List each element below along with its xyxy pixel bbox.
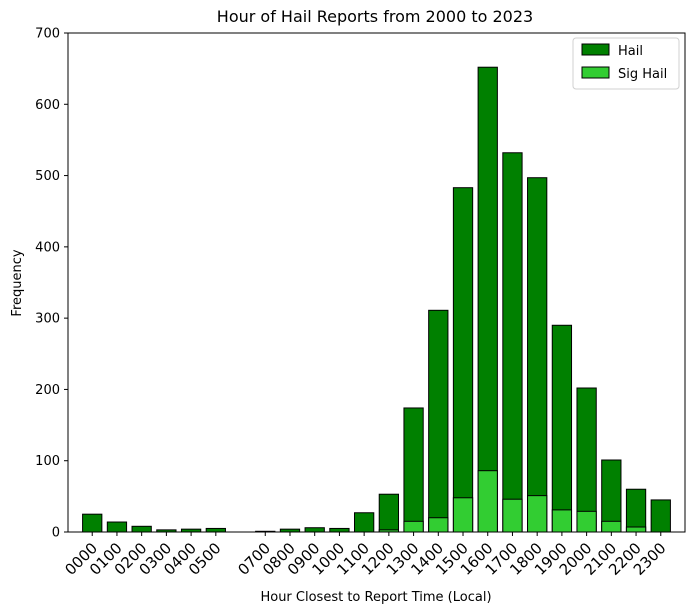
- sig-hail-bar-2100: [601, 520, 622, 533]
- y-tick-label: 300: [35, 312, 60, 327]
- y-tick-label: 500: [35, 169, 60, 184]
- hail-bar-0100: [106, 521, 128, 533]
- y-tick-label: 100: [35, 454, 60, 469]
- hail-bar-2000: [576, 387, 597, 533]
- sig-hail-bar-1200: [378, 529, 400, 533]
- y-axis: 0 100 200 300 400 500 600 700: [35, 27, 68, 541]
- hail-bar-1000: [329, 527, 350, 533]
- legend-label-hail: Hail: [618, 44, 643, 59]
- hail-bar-1200: [378, 493, 400, 533]
- hail-bar-0000: [82, 513, 103, 533]
- y-tick-label: 600: [35, 98, 60, 113]
- hail-bars: [82, 66, 671, 533]
- sig-hail-bar-1500: [452, 497, 474, 533]
- hail-bar-0300: [156, 529, 177, 533]
- y-tick-label: 0: [52, 526, 60, 541]
- chart-title: Hour of Hail Reports from 2000 to 2023: [217, 7, 533, 26]
- legend-swatch-sig-hail: [581, 66, 610, 79]
- hail-bar-2300: [650, 499, 671, 533]
- legend-label-sig-hail: Sig Hail: [618, 67, 667, 82]
- sig-hail-bar-1300: [403, 520, 424, 533]
- y-tick-label: 400: [35, 240, 60, 255]
- hail-bar-2200: [625, 488, 647, 533]
- sig-hail-bar-2000: [576, 510, 597, 533]
- hail-bar-1900: [551, 324, 573, 533]
- y-axis-label: Frequency: [10, 249, 25, 316]
- sig-hail-bar-1900: [551, 509, 573, 533]
- hail-bar-1600: [477, 66, 498, 533]
- hail-bar-1300: [403, 407, 424, 533]
- sig-hail-bar-1800: [527, 495, 548, 533]
- plot-frame: [67, 32, 686, 533]
- hail-bar-1500: [452, 187, 474, 533]
- hail-bar-1100: [353, 512, 375, 533]
- hail-bar-0800: [279, 528, 301, 533]
- plot-area: [67, 32, 686, 533]
- y-tick-label: 200: [35, 383, 60, 398]
- hail-bar-0900: [304, 527, 325, 533]
- sig-hail-bar-1600: [477, 470, 498, 533]
- hail-bar-1700: [502, 152, 523, 533]
- hail-bar-0200: [131, 525, 152, 533]
- sig-hail-bars: [378, 470, 647, 533]
- hail-bar-1800: [527, 177, 548, 533]
- hail-bar-1400: [428, 309, 449, 533]
- hail-bar-0700: [255, 530, 276, 533]
- y-tick-label: 700: [35, 27, 60, 42]
- hail-bar-0500: [205, 527, 226, 533]
- x-axis-label: Hour Closest to Report Time (Local): [260, 590, 491, 605]
- hail-bar-0400: [180, 528, 202, 533]
- sig-hail-bar-1400: [428, 517, 449, 533]
- sig-hail-bar-2200: [625, 526, 647, 533]
- legend: Hail Sig Hail: [572, 37, 680, 90]
- sig-hail-bar-1700: [502, 498, 523, 533]
- legend-swatch-hail: [581, 43, 610, 56]
